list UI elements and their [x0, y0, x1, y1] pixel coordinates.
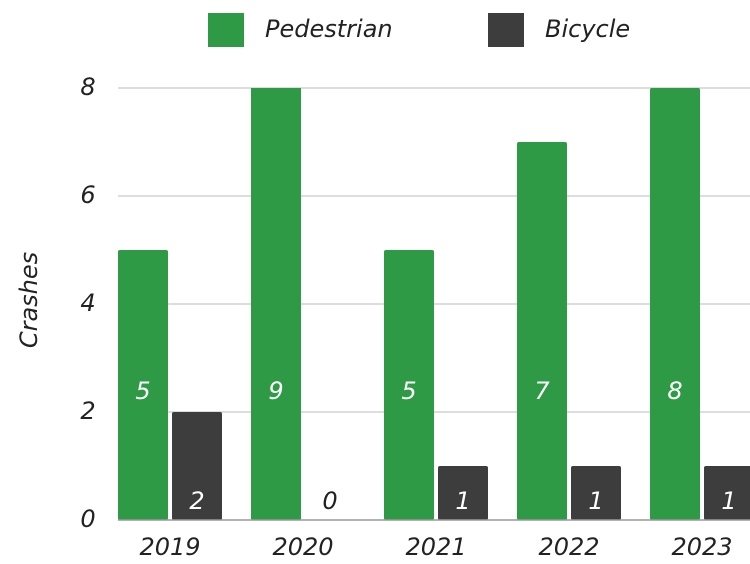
bar: [650, 88, 700, 520]
y-tick-label: 6: [80, 181, 95, 209]
legend-swatch: [208, 13, 244, 47]
x-tick-label: 2022: [538, 533, 599, 561]
data-label: 2: [189, 487, 204, 515]
legend-label: Pedestrian: [265, 15, 393, 43]
bar: [251, 88, 301, 520]
bar: [172, 412, 222, 520]
y-tick-label: 4: [80, 289, 95, 317]
y-tick-label: 0: [80, 505, 95, 533]
bar: [438, 466, 488, 520]
data-label: 1: [721, 487, 736, 515]
bar: [571, 466, 621, 520]
y-axis-title: Crashes: [15, 252, 43, 348]
bar: [704, 466, 750, 520]
bar: [517, 142, 567, 520]
bar: [384, 250, 434, 520]
data-label: 8: [667, 377, 682, 405]
y-tick-label: 2: [80, 397, 95, 425]
legend-swatch: [488, 13, 524, 47]
bar: [118, 250, 168, 520]
y-tick-label: 8: [80, 73, 95, 101]
data-label: 5: [401, 377, 416, 405]
data-label: 1: [455, 487, 470, 515]
data-label: 9: [268, 377, 283, 405]
x-tick-label: 2019: [139, 533, 200, 561]
x-tick-label: 2021: [405, 533, 466, 561]
x-tick-label: 2023: [671, 533, 732, 561]
bars: [118, 88, 750, 520]
data-label: 0: [322, 487, 337, 515]
data-label: 7: [534, 377, 550, 405]
data-label: 5: [135, 377, 150, 405]
data-label: 1: [588, 487, 603, 515]
x-tick-label: 2020: [272, 533, 333, 561]
legend-label: Bicycle: [545, 15, 630, 43]
